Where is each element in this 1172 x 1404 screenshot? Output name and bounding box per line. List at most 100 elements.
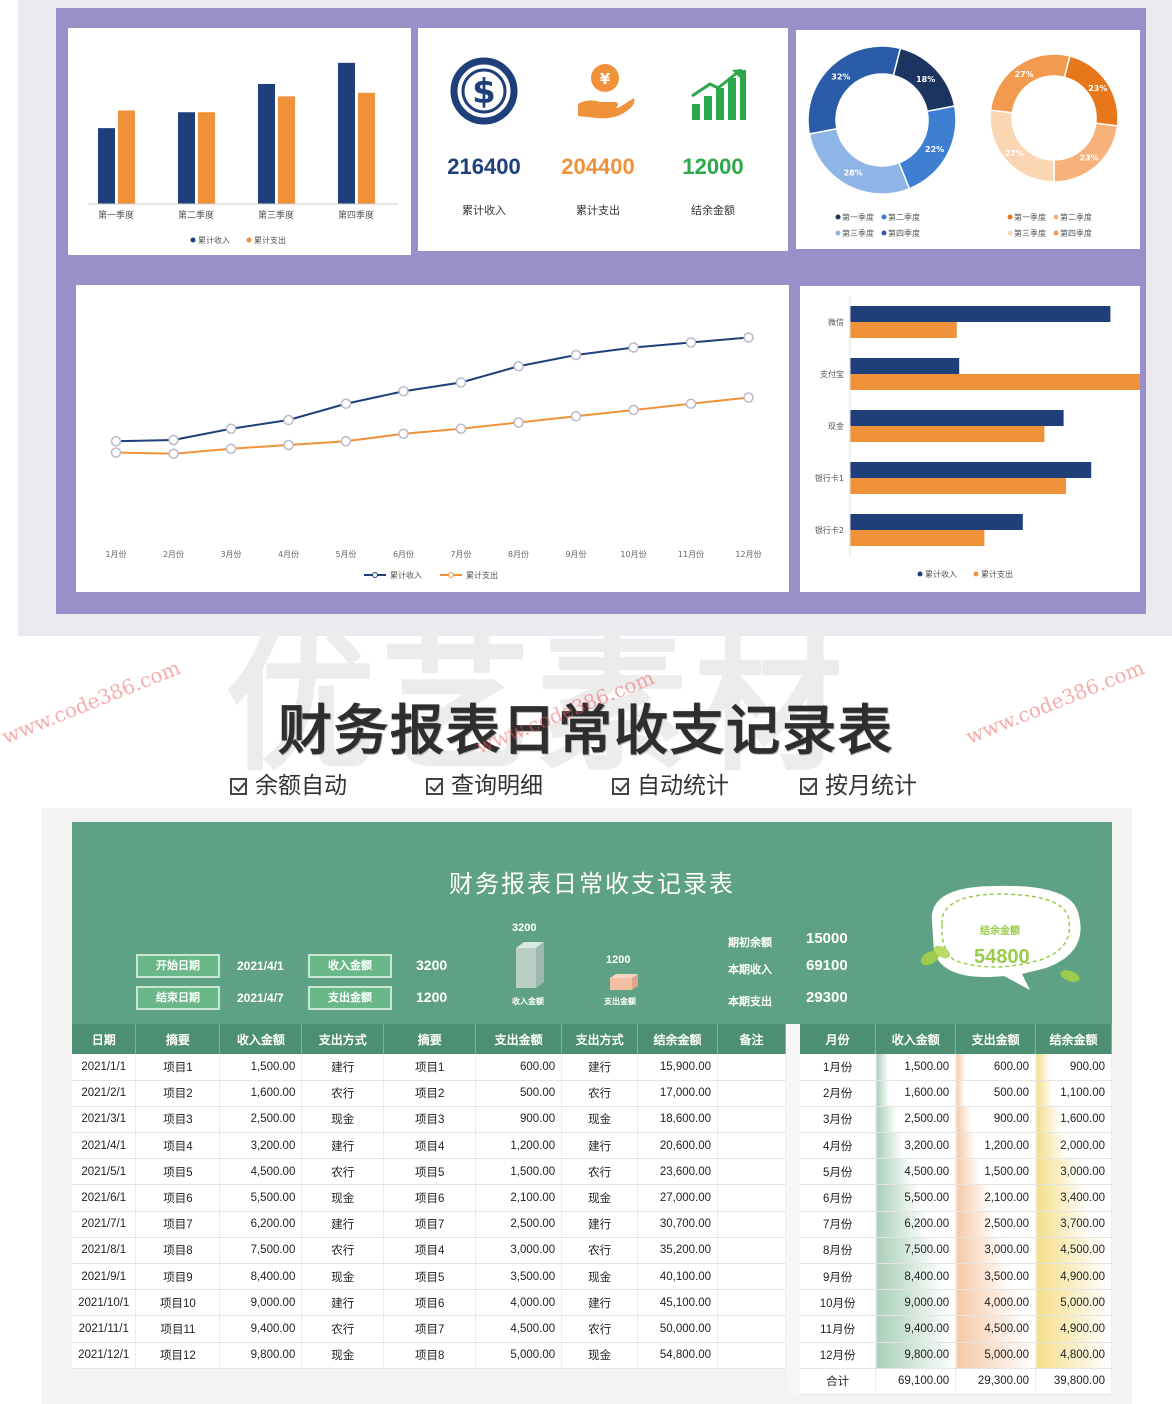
column-header[interactable]: 支出方式 xyxy=(561,1024,639,1054)
table-cell[interactable]: 900.00 xyxy=(1035,1054,1112,1081)
table-cell[interactable]: 9,800.00 xyxy=(219,1342,303,1369)
total-row[interactable]: 合计 69,100.00 29,300.00 39,800.00 xyxy=(800,1368,1112,1395)
table-cell[interactable]: 现金 xyxy=(301,1184,385,1212)
table-cell[interactable]: 2,100.00 xyxy=(475,1184,563,1212)
table-cell[interactable]: 项目7 xyxy=(383,1211,477,1238)
table-cell[interactable]: 2,500.00 xyxy=(875,1106,957,1134)
table-cell[interactable]: 3,000.00 xyxy=(1035,1158,1112,1186)
table-cell[interactable]: 1,100.00 xyxy=(1035,1080,1112,1107)
table-cell[interactable]: 40,100.00 xyxy=(637,1263,719,1291)
table-cell[interactable]: 项目8 xyxy=(135,1237,221,1265)
table-row[interactable]: 7月份 6,200.00 2,500.00 3,700.00 xyxy=(800,1211,1112,1238)
table-row[interactable]: 2021/5/1 项目5 4,500.00 农行 项目5 1,500.00 农行 23,600… xyxy=(72,1158,786,1186)
table-cell[interactable]: 54,800.00 xyxy=(637,1342,719,1369)
table-cell[interactable]: 1,200.00 xyxy=(475,1132,563,1160)
table-row[interactable]: 6月份 5,500.00 2,100.00 3,400.00 xyxy=(800,1184,1112,1212)
table-cell[interactable]: 项目12 xyxy=(135,1342,221,1369)
table-cell[interactable]: 7,500.00 xyxy=(219,1237,303,1265)
table-row[interactable]: 10月份 9,000.00 4,000.00 5,000.00 xyxy=(800,1289,1112,1317)
table-cell[interactable]: 2021/2/1 xyxy=(72,1080,137,1107)
column-header[interactable]: 摘要 xyxy=(383,1024,477,1054)
table-cell[interactable]: 45,100.00 xyxy=(637,1289,719,1317)
table-cell[interactable]: 项目6 xyxy=(383,1289,477,1317)
table-row[interactable]: 2021/4/1 项目4 3,200.00 建行 项目4 1,200.00 建行 20,600… xyxy=(72,1132,786,1160)
table-cell[interactable]: 18,600.00 xyxy=(637,1106,719,1134)
table-cell[interactable]: 2021/3/1 xyxy=(72,1106,137,1134)
table-cell[interactable]: 项目1 xyxy=(135,1054,221,1081)
table-row[interactable]: 8月份 7,500.00 3,000.00 4,500.00 xyxy=(800,1237,1112,1265)
table-cell[interactable]: 3,000.00 xyxy=(475,1237,563,1265)
table-cell[interactable]: 2,500.00 xyxy=(955,1211,1037,1238)
table-cell[interactable]: 4,500.00 xyxy=(955,1315,1037,1343)
table-cell[interactable]: 4,800.00 xyxy=(1035,1342,1112,1369)
table-cell[interactable]: 4,000.00 xyxy=(475,1289,563,1317)
table-cell[interactable]: 6,200.00 xyxy=(219,1211,303,1238)
table-cell[interactable]: 15,900.00 xyxy=(637,1054,719,1081)
table-cell[interactable]: 7月份 xyxy=(800,1211,877,1238)
table-cell[interactable]: 2021/1/1 xyxy=(72,1054,137,1081)
table-cell[interactable]: 项目6 xyxy=(383,1184,477,1212)
end-date-value[interactable]: 2021/4/7 xyxy=(237,991,284,1005)
table-cell[interactable]: 6月份 xyxy=(800,1184,877,1212)
table-cell[interactable]: 900.00 xyxy=(955,1106,1037,1134)
table-cell[interactable]: 7,500.00 xyxy=(875,1237,957,1265)
table-cell[interactable]: 8,400.00 xyxy=(875,1263,957,1291)
table-cell[interactable] xyxy=(717,1289,786,1317)
table-cell[interactable]: 4,500.00 xyxy=(475,1315,563,1343)
table-cell[interactable]: 9,400.00 xyxy=(875,1315,957,1343)
table-cell[interactable]: 3,200.00 xyxy=(875,1132,957,1160)
table-cell[interactable]: 2021/7/1 xyxy=(72,1211,137,1238)
table-cell[interactable]: 建行 xyxy=(301,1132,385,1160)
table-cell[interactable]: 1,500.00 xyxy=(475,1158,563,1186)
table-cell[interactable] xyxy=(717,1132,786,1160)
table-row[interactable]: 2021/12/1 项目12 9,800.00 现金 项目8 5,000.00 现金 54,8… xyxy=(72,1342,786,1369)
table-cell[interactable] xyxy=(717,1184,786,1212)
table-cell[interactable]: 500.00 xyxy=(475,1080,563,1107)
table-row[interactable]: 2021/9/1 项目9 8,400.00 现金 项目5 3,500.00 现金 40,100… xyxy=(72,1263,786,1291)
table-cell[interactable]: 4,500.00 xyxy=(1035,1237,1112,1265)
table-cell[interactable] xyxy=(717,1106,786,1134)
table-cell[interactable]: 现金 xyxy=(301,1106,385,1134)
table-cell[interactable] xyxy=(717,1054,786,1081)
start-date-value[interactable]: 2021/4/1 xyxy=(237,959,284,973)
table-cell[interactable]: 项目3 xyxy=(383,1106,477,1134)
column-header[interactable]: 月份 xyxy=(800,1024,877,1054)
expense-amount-button[interactable]: 支出金额 xyxy=(308,986,392,1010)
table-cell[interactable]: 900.00 xyxy=(475,1106,563,1134)
table-cell[interactable]: 2021/9/1 xyxy=(72,1263,137,1291)
column-header[interactable]: 摘要 xyxy=(135,1024,221,1054)
table-cell[interactable]: 10月份 xyxy=(800,1289,877,1317)
table-row[interactable]: 11月份 9,400.00 4,500.00 4,900.00 xyxy=(800,1315,1112,1343)
table-cell[interactable]: 20,600.00 xyxy=(637,1132,719,1160)
table-cell[interactable]: 29,300.00 xyxy=(955,1368,1037,1395)
table-cell[interactable]: 合计 xyxy=(800,1368,877,1395)
table-cell[interactable]: 农行 xyxy=(301,1158,385,1186)
table-cell[interactable]: 1,500.00 xyxy=(875,1054,957,1081)
table-cell[interactable]: 项目2 xyxy=(135,1080,221,1107)
table-cell[interactable]: 项目7 xyxy=(383,1315,477,1343)
table-cell[interactable]: 农行 xyxy=(561,1237,639,1265)
column-header[interactable]: 备注 xyxy=(717,1024,786,1054)
table-cell[interactable]: 1,500.00 xyxy=(955,1158,1037,1186)
table-cell[interactable]: 建行 xyxy=(561,1211,639,1238)
table-cell[interactable]: 2,500.00 xyxy=(219,1106,303,1134)
table-row[interactable]: 1月份 1,500.00 600.00 900.00 xyxy=(800,1054,1112,1081)
table-cell[interactable] xyxy=(717,1211,786,1238)
table-cell[interactable]: 5,500.00 xyxy=(875,1184,957,1212)
table-cell[interactable]: 项目5 xyxy=(383,1158,477,1186)
table-cell[interactable]: 农行 xyxy=(561,1315,639,1343)
table-row[interactable]: 2021/10/1 项目10 9,000.00 建行 项目6 4,000.00 建行 45,1… xyxy=(72,1289,786,1317)
table-cell[interactable]: 11月份 xyxy=(800,1315,877,1343)
table-row[interactable]: 2021/3/1 项目3 2,500.00 现金 项目3 900.00 现金 18,600.0… xyxy=(72,1106,786,1134)
table-row[interactable]: 2021/8/1 项目8 7,500.00 农行 项目4 3,000.00 农行 35,200… xyxy=(72,1237,786,1265)
table-cell[interactable]: 现金 xyxy=(301,1342,385,1369)
table-cell[interactable]: 600.00 xyxy=(475,1054,563,1081)
table-cell[interactable] xyxy=(717,1080,786,1107)
table-cell[interactable]: 2,500.00 xyxy=(475,1211,563,1238)
column-header[interactable]: 收入金额 xyxy=(875,1024,957,1054)
table-cell[interactable]: 1,600.00 xyxy=(1035,1106,1112,1134)
table-cell[interactable]: 4,900.00 xyxy=(1035,1315,1112,1343)
column-header[interactable]: 收入金额 xyxy=(219,1024,303,1054)
table-cell[interactable]: 3,000.00 xyxy=(955,1237,1037,1265)
table-cell[interactable]: 2021/11/1 xyxy=(72,1315,137,1343)
